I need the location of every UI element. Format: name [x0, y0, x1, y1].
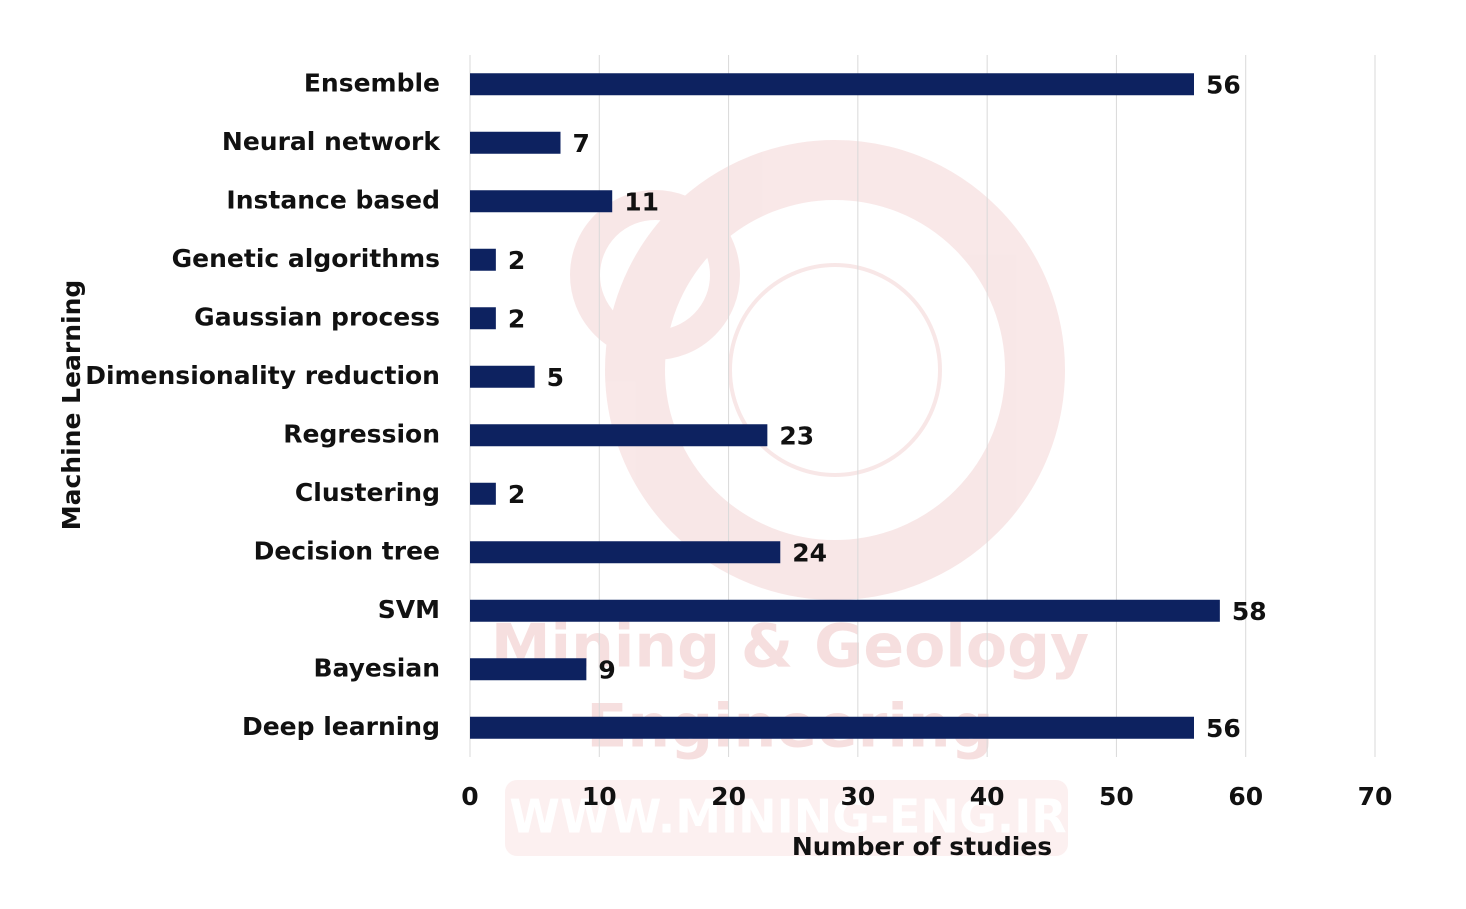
bar [470, 307, 496, 330]
watermark: Mining & Geology Engineering WWW.MINING-… [491, 140, 1089, 856]
x-tick-label: 60 [1228, 782, 1263, 811]
x-tick-label: 40 [970, 782, 1005, 811]
bar [470, 658, 587, 681]
y-tick-label: Neural network [222, 127, 441, 156]
x-tick-label: 30 [840, 782, 875, 811]
data-label: 58 [1232, 597, 1267, 626]
watermark-text: Mining & Geology [491, 612, 1089, 682]
data-label: 5 [547, 363, 564, 392]
bar [470, 365, 535, 388]
bar [470, 599, 1220, 622]
y-tick-label: SVM [378, 595, 440, 624]
data-label: 56 [1206, 70, 1241, 99]
x-tick-label: 0 [461, 782, 478, 811]
y-tick-label: Clustering [295, 478, 440, 507]
y-tick-label: Bayesian [313, 653, 440, 682]
data-label: 2 [508, 480, 525, 509]
x-tick-label: 70 [1358, 782, 1393, 811]
data-label: 9 [598, 655, 615, 684]
y-tick-label: Dimensionality reduction [85, 361, 440, 390]
bar [470, 73, 1194, 96]
bar [470, 131, 561, 154]
y-tick-label: Ensemble [304, 68, 440, 97]
bar [470, 482, 496, 505]
bar [470, 248, 496, 271]
data-label: 7 [573, 129, 590, 158]
bar [470, 716, 1194, 739]
watermark-box [505, 780, 1068, 856]
y-tick-label: Genetic algorithms [172, 244, 440, 273]
bar [470, 424, 768, 447]
watermark-gear [605, 140, 1065, 600]
data-label: 23 [779, 421, 814, 450]
bar [470, 541, 781, 564]
data-label: 2 [508, 304, 525, 333]
bar [470, 190, 613, 213]
y-tick-label: Regression [283, 419, 440, 448]
data-label: 11 [624, 187, 659, 216]
y-tick-label: Deep learning [242, 712, 440, 741]
y-axis-label: Machine Learning [57, 280, 86, 531]
x-tick-label: 10 [582, 782, 617, 811]
watermark-text: WWW.MINING-ENG.IR [509, 790, 1066, 844]
watermark-globe [728, 263, 942, 477]
x-tick-label: 50 [1099, 782, 1134, 811]
watermark-gear-small [570, 190, 740, 360]
x-axis-label: Number of studies [792, 832, 1052, 861]
y-tick-label: Instance based [226, 185, 440, 214]
data-label: 56 [1206, 714, 1241, 743]
x-tick-label: 20 [711, 782, 746, 811]
data-label: 2 [508, 246, 525, 275]
y-tick-label: Decision tree [254, 536, 440, 565]
data-label: 24 [792, 538, 827, 567]
y-tick-label: Gaussian process [194, 302, 440, 331]
